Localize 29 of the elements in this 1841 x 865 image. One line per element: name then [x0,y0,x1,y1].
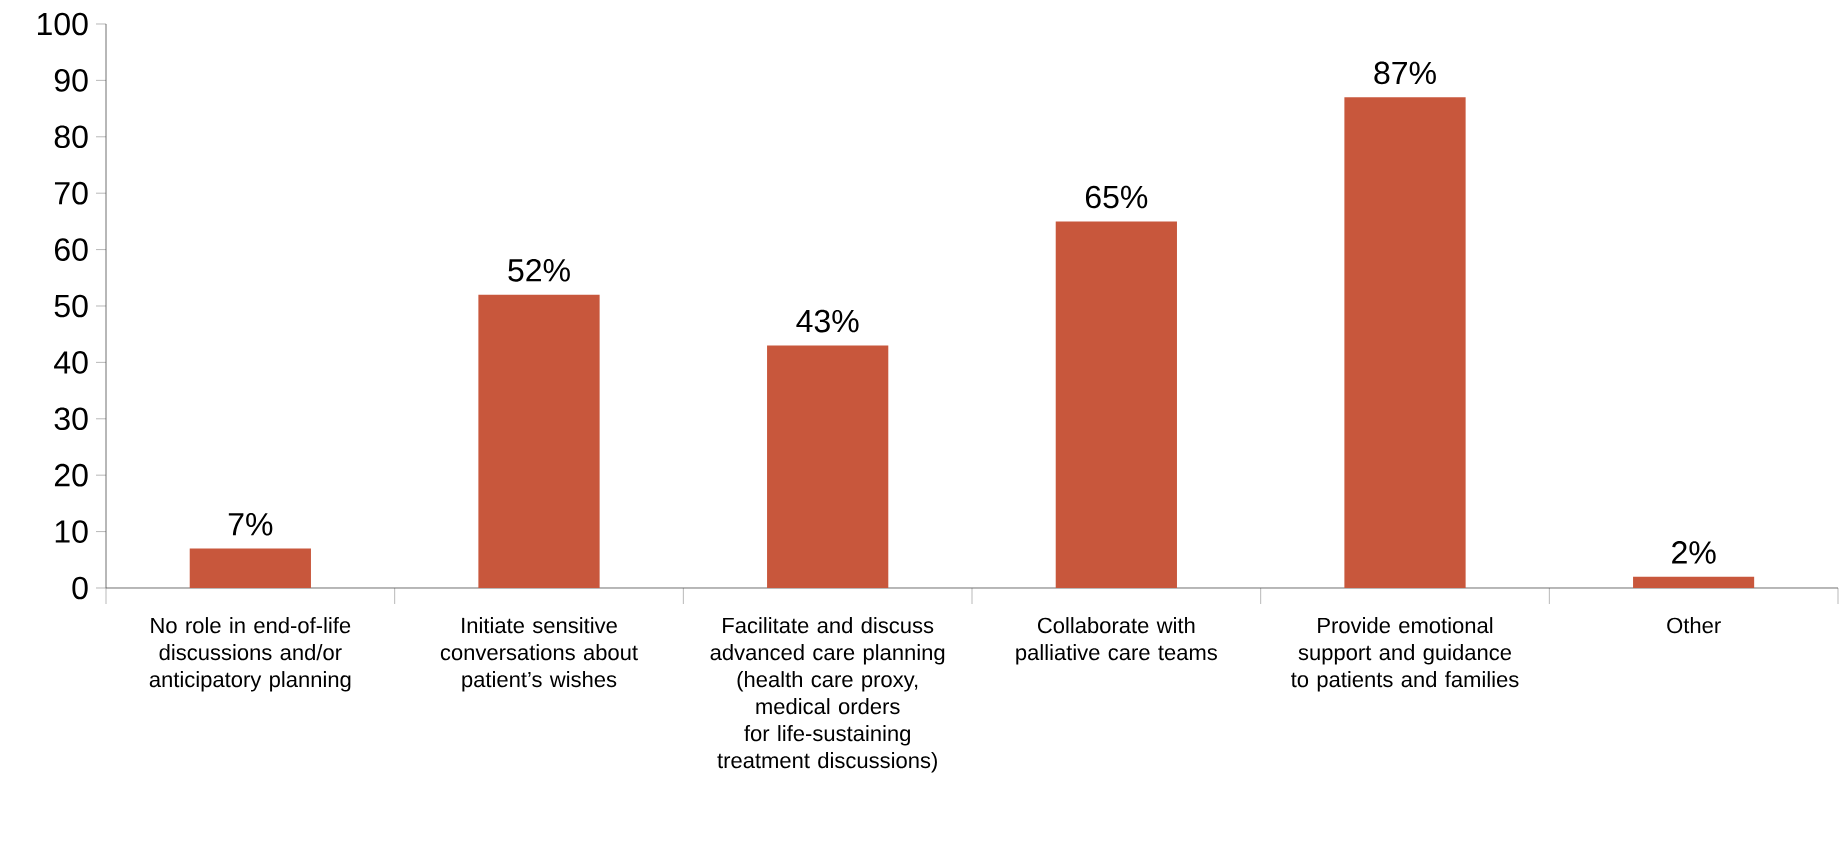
data-label: 65% [1085,185,1148,209]
data-label: 52% [508,259,570,282]
y-tick-label: 100 [38,12,88,36]
y-tick-label: 0 [72,576,88,600]
y-tick-label: 60 [54,238,88,261]
x-tick-label: Provide emotional support and guidance to patients and families [1291,617,1519,692]
x-tick-label: Other [1667,617,1721,634]
x-tick-label: No role in end-of-life discussions and/or anticipatory planning [149,617,351,692]
y-tick-label: 70 [54,181,88,205]
x-tick-label: Initiate sensitive conversations about patient’s wishes [440,617,638,692]
data-label: 43% [796,309,859,333]
y-tick-label: 80 [54,125,88,149]
data-label: 87% [1374,61,1436,85]
x-tick-label: Collaborate with palliative care teams [1016,617,1217,665]
bar [1344,97,1466,588]
y-tick-label: 10 [55,520,88,543]
data-label: 2% [1672,541,1716,564]
x-tick-label: Facilitate and discuss advanced care planning (health care proxy, medical orders for life-sustaining treatment discussions) [710,617,945,773]
y-tick-label: 40 [54,351,88,374]
bar [767,345,889,588]
data-label: 7% [228,513,273,536]
y-tick-label: 30 [54,407,88,431]
y-tick-label: 90 [54,69,88,92]
bar [1055,221,1177,588]
bar [189,548,311,588]
bar [478,294,600,588]
y-tick-label: 20 [54,463,88,487]
bar [1633,576,1755,588]
y-tick-label: 50 [54,294,88,318]
